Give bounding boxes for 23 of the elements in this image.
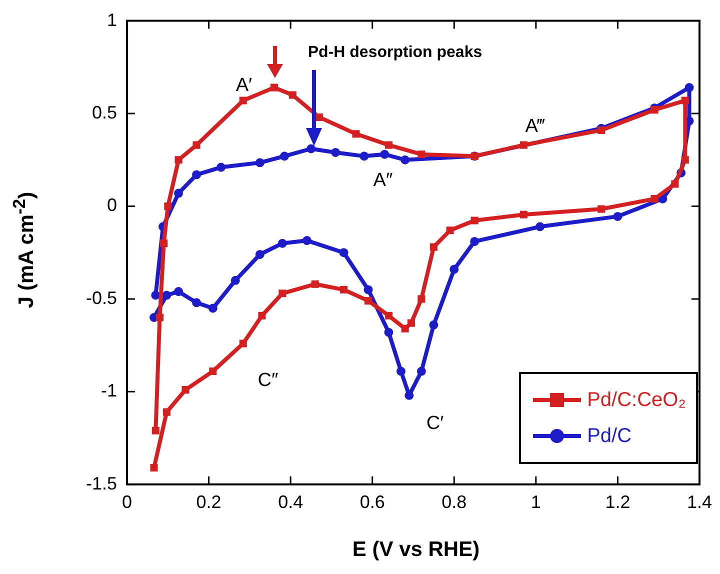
y-tick-label: 1 (107, 10, 118, 30)
x-tick-label: 1.4 (686, 492, 712, 512)
annotation: A′ (236, 75, 252, 97)
x-tick-label: 0.6 (360, 492, 385, 512)
annotation: A‴ (525, 116, 545, 138)
x-tick-label: 0.2 (196, 492, 222, 512)
y-tick-label: -1 (101, 380, 118, 401)
y-tick-label: 0.5 (92, 102, 118, 122)
legend-label: Pd/C:CeO₂ (587, 388, 686, 412)
x-tick-label: 1 (530, 492, 541, 512)
x-tick-label: 1.2 (605, 492, 630, 512)
annotation: C′ (426, 413, 444, 435)
annotation: A″ (373, 170, 393, 192)
x-tick-label: 0.8 (442, 492, 467, 512)
y-tick-label: -1.5 (86, 473, 118, 494)
y-tick-label: 0 (107, 195, 118, 216)
x-axis-title: E (V vs RHE) (351, 538, 481, 562)
annotation: Pd-H desorption peaks (308, 44, 482, 62)
legend-label: Pd/C (587, 424, 632, 448)
x-tick-label: 0 (122, 492, 132, 512)
x-tick-label: 0.4 (278, 492, 304, 512)
annotation: C″ (258, 370, 278, 392)
y-tick-label: -0.5 (86, 288, 118, 308)
